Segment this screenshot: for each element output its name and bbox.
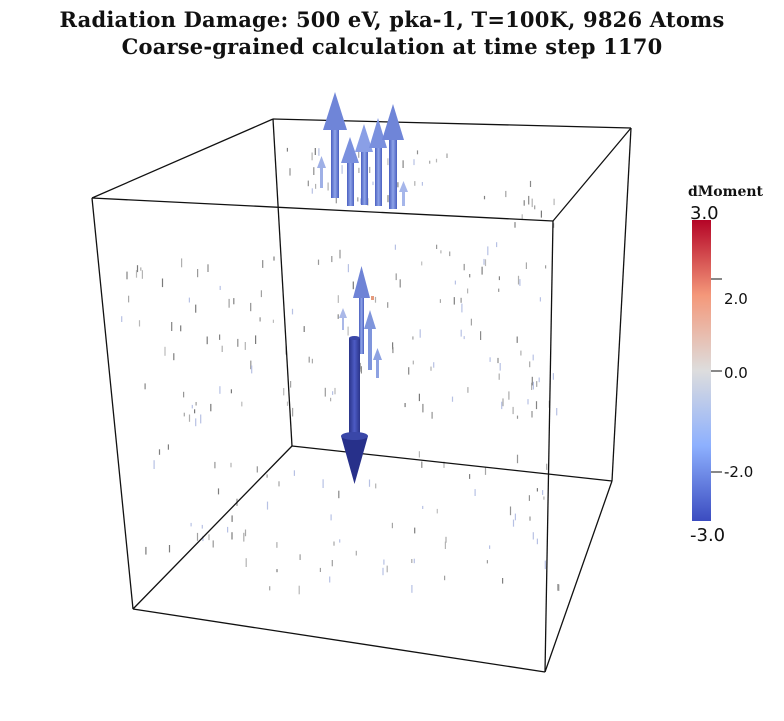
atom-arrows-center-column [339,266,382,484]
arrow-up-large [323,92,347,198]
box-edge-front-top [91,197,554,222]
colorbar-tick-label: 0.0 [724,364,748,382]
atom-arrows-top-cluster [317,92,408,209]
box-edge-back-right [611,127,632,482]
arrow-up-large [355,124,373,205]
atom-marker-warm [371,296,374,300]
box-edge-top-right [552,127,632,222]
simulation-box [91,118,632,673]
box-edge-front-left [91,197,134,610]
box-edge-bottom-right [544,480,613,673]
arrow-down-large [341,336,368,484]
arrow-up-large [341,137,359,206]
colorbar [692,220,722,521]
figure-title-line-1: Radiation Damage: 500 eV, pka-1, T=100K,… [59,7,725,32]
arrow-up-medium [353,266,370,354]
arrow-up-small [339,308,347,330]
box-edge-top-left [91,118,274,199]
colorbar-max-label: 3.0 [690,203,719,224]
box-edge-back-left [272,118,293,447]
arrow-up-small [373,348,382,378]
arrow-up-large [369,118,387,206]
atom-arrows-small [121,140,560,595]
arrow-up-small [317,156,326,188]
arrow-up-large [382,104,404,209]
colorbar-gradient [692,220,711,521]
colorbar-min-label: -3.0 [690,525,726,546]
figure-title-line-2: Coarse-grained calculation at time step … [121,34,663,59]
box-edge-bottom-left [132,445,293,610]
colorbar-title: dMoment [688,184,763,200]
arrow-up-small [399,181,408,206]
colorbar-tick-label: -2.0 [724,463,754,481]
arrow-up-small [364,310,376,370]
box-edge-front-bottom [132,608,546,673]
box-edge-back-bottom [291,445,613,482]
box-edge-front-right [544,220,554,673]
colorbar-tick-label: 2.0 [724,290,748,308]
